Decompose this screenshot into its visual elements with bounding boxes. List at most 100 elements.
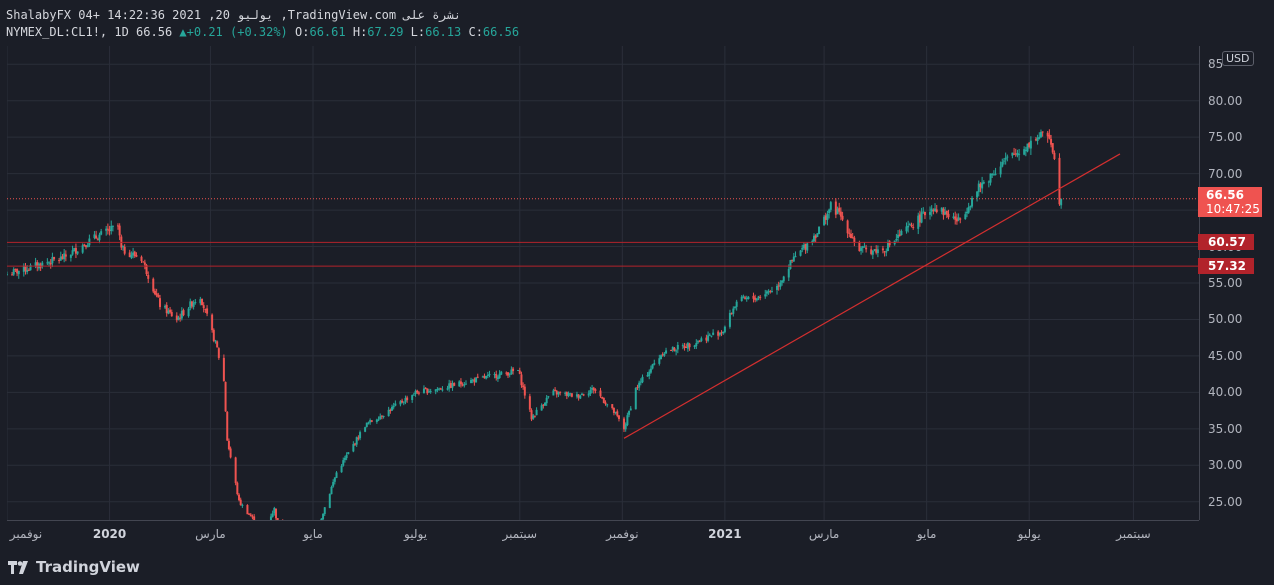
candle-body	[116, 225, 119, 227]
candle-body	[942, 208, 945, 216]
candle-body	[180, 310, 183, 319]
candle-body	[187, 308, 190, 317]
price-axis[interactable]	[1199, 46, 1274, 520]
price-tick-label: 80.00	[1208, 93, 1243, 108]
brand-name: TradingView	[36, 558, 140, 576]
candle-body	[965, 211, 968, 214]
candle-body	[201, 298, 204, 306]
candlestick-chart[interactable]	[7, 46, 1199, 520]
candle-body	[861, 246, 864, 248]
tradingview-logo[interactable]: TradingView	[8, 558, 140, 576]
candle-body	[540, 405, 543, 411]
candle-body	[76, 251, 79, 254]
candle-body	[322, 513, 325, 520]
candle-body	[663, 353, 666, 356]
candle-body	[328, 493, 331, 508]
candle-body	[1014, 153, 1017, 155]
candle-body	[922, 211, 925, 213]
candle-body	[665, 350, 668, 354]
candle-body	[276, 518, 279, 520]
candle-body	[858, 242, 861, 252]
candle-body	[441, 389, 444, 391]
candle-body	[211, 314, 214, 331]
candle-body	[579, 395, 582, 399]
candle-body	[241, 504, 244, 506]
candle-body	[439, 388, 442, 390]
candle-body	[27, 269, 30, 271]
candle-body	[851, 237, 854, 239]
candle-body	[153, 290, 156, 295]
candle-body	[900, 230, 903, 236]
candle-body	[167, 310, 170, 314]
candle-body	[695, 343, 698, 347]
candle-body	[794, 256, 797, 258]
candle-body	[577, 394, 580, 398]
candle-body	[93, 234, 96, 238]
candle-body	[918, 214, 921, 223]
candle-body	[464, 383, 467, 385]
plot-area[interactable]	[7, 46, 1199, 520]
candle-body	[352, 444, 355, 452]
candle-body	[214, 340, 217, 342]
candle-body	[11, 274, 14, 276]
candle-body	[333, 477, 336, 482]
last-price-value: 66.56	[1206, 188, 1244, 202]
price-tick-label: 85	[1208, 57, 1224, 72]
candle-body	[863, 246, 866, 248]
candle-body	[700, 338, 703, 341]
candle-body	[414, 390, 417, 394]
time-tick-label: سبتمبر	[1116, 527, 1151, 541]
candle-body	[755, 298, 758, 301]
candle-body	[448, 383, 451, 389]
candle-body	[698, 341, 701, 343]
candle-body	[427, 391, 430, 393]
candle-body	[1029, 140, 1032, 149]
candle-body	[95, 235, 98, 239]
candle-body	[212, 329, 215, 342]
candle-body	[404, 398, 407, 402]
candle-body	[192, 302, 195, 307]
candle-body	[681, 345, 684, 347]
candle-body	[720, 332, 723, 334]
candle-body	[542, 404, 545, 406]
price-tick-label: 35.00	[1208, 421, 1243, 436]
symbol-label[interactable]: NYMEX_DL:CL1!, 1D 66.56	[6, 25, 173, 39]
candle-body	[483, 375, 486, 379]
time-tick-label: سبتمبر	[502, 527, 538, 541]
candle-body	[1050, 138, 1053, 145]
candle-body	[907, 225, 910, 228]
time-axis-line	[7, 520, 1199, 521]
candle-body	[274, 508, 277, 519]
candle-body	[765, 291, 768, 294]
candle-body	[764, 294, 767, 297]
candle-body	[406, 397, 409, 401]
candle-body	[387, 409, 390, 417]
candle-body	[332, 482, 335, 487]
candle-body	[801, 247, 804, 250]
candle-body	[518, 370, 521, 374]
candle-body	[500, 371, 503, 375]
candle-body	[883, 251, 886, 253]
time-tick-label: مارس	[195, 527, 226, 541]
candle-body	[86, 245, 89, 248]
candle-body	[41, 262, 44, 267]
candle-body	[735, 301, 738, 307]
candle-body	[991, 174, 994, 176]
candle-body	[108, 229, 111, 232]
candle-body	[730, 313, 733, 315]
candle-body	[58, 259, 61, 261]
candle-body	[707, 335, 710, 341]
candle-body	[552, 390, 555, 396]
candle-body	[14, 268, 17, 270]
candle-body	[320, 518, 323, 520]
candle-body	[98, 234, 101, 241]
currency-badge[interactable]: USD	[1222, 51, 1254, 66]
candle-body	[53, 256, 56, 260]
candle-body	[449, 382, 452, 388]
candle-body	[523, 386, 526, 396]
candle-body	[623, 418, 626, 430]
candle-body	[865, 247, 868, 250]
candle-body	[224, 381, 227, 412]
candle-body	[670, 349, 673, 351]
candle-body	[401, 400, 404, 403]
